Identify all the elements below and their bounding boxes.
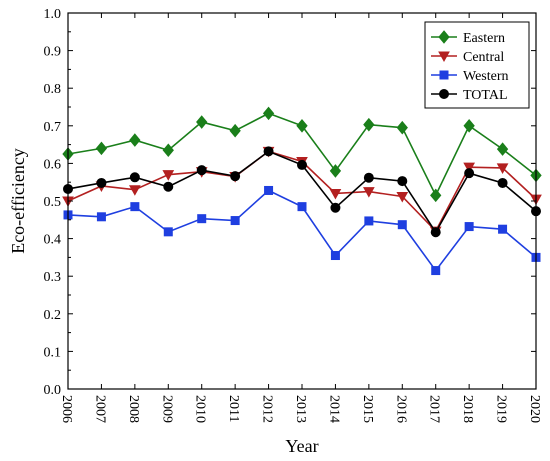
data-point-eastern — [196, 115, 208, 129]
data-point-total — [96, 177, 107, 188]
data-point-total — [464, 168, 475, 179]
data-point-western — [297, 202, 307, 212]
legend-marker-central — [438, 51, 450, 63]
legend-label-central: Central — [463, 50, 504, 65]
x-tick-label: 2015 — [360, 395, 375, 423]
data-point-central — [396, 191, 409, 203]
y-tick-label: 0.7 — [44, 120, 62, 135]
data-point-western — [330, 251, 340, 261]
data-point-eastern — [430, 188, 442, 203]
data-point-western — [498, 224, 508, 234]
y-tick-label: 0.8 — [44, 82, 62, 97]
data-point-western — [130, 202, 140, 212]
data-point-central — [496, 163, 509, 174]
x-tick-label: 2007 — [92, 395, 107, 423]
data-point-central — [329, 188, 342, 200]
x-tick-label: 2017 — [427, 395, 442, 423]
data-point-western — [230, 216, 240, 226]
data-point-eastern — [95, 141, 108, 156]
data-point-eastern — [396, 120, 408, 135]
data-point-western — [96, 212, 106, 222]
legend-marker-eastern — [438, 30, 450, 44]
data-point-total — [163, 181, 174, 192]
legend-label-western: Western — [463, 69, 509, 84]
data-point-eastern — [329, 164, 342, 178]
data-point-western — [197, 214, 207, 224]
y-tick-label: 0.9 — [44, 45, 62, 60]
y-tick-label: 1.0 — [44, 7, 62, 22]
x-tick-label: 2006 — [59, 395, 74, 423]
data-point-total — [230, 171, 241, 182]
y-tick-label: 0.2 — [44, 308, 62, 323]
data-point-central — [463, 162, 475, 174]
data-point-total — [330, 202, 341, 213]
y-tick-label: 0.4 — [44, 233, 62, 248]
y-axis-title: Eco-efficiency — [8, 148, 28, 254]
plot-area — [62, 106, 542, 276]
legend-label-total: TOTAL — [463, 88, 508, 103]
data-point-western — [431, 266, 441, 276]
data-point-western — [163, 227, 173, 237]
data-point-eastern — [296, 119, 308, 133]
data-point-total — [497, 177, 508, 188]
x-tick-label: 2012 — [260, 395, 275, 423]
x-tick-label: 2010 — [193, 395, 208, 423]
data-point-total — [196, 165, 207, 176]
data-point-total — [263, 146, 274, 157]
y-tick-label: 0.6 — [44, 157, 62, 172]
data-point-total — [297, 159, 307, 170]
legend-entry-total: TOTAL — [431, 88, 508, 103]
legend-label-eastern: Eastern — [463, 31, 505, 46]
x-tick-label: 2009 — [159, 395, 174, 423]
data-point-central — [363, 187, 375, 198]
x-tick-label: 2011 — [226, 395, 241, 422]
data-point-eastern — [162, 143, 174, 158]
series-eastern — [62, 106, 542, 203]
legend-entry-western: Western — [431, 69, 509, 84]
legend-entry-central: Central — [431, 50, 504, 65]
legend-entry-eastern: Eastern — [431, 30, 505, 46]
data-point-eastern — [363, 117, 375, 132]
data-point-eastern — [129, 133, 141, 147]
x-tick-label: 2016 — [393, 395, 408, 423]
data-point-eastern — [262, 106, 275, 121]
series-western — [63, 185, 541, 276]
x-tick-label: 2020 — [527, 395, 542, 423]
y-tick-label: 0.3 — [44, 270, 62, 285]
x-tick-label: 2013 — [293, 395, 308, 423]
legend: Eastern Central Western TOTAL — [424, 21, 530, 109]
data-point-total — [397, 176, 408, 187]
y-tick-label: 0.0 — [44, 383, 62, 398]
data-point-total — [430, 227, 441, 238]
axes: 0.0 0.1 0.2 0.3 0.4 0.5 0.6 0.7 0.8 0.9 1.0 2006 200… — [44, 7, 543, 423]
data-point-western — [464, 222, 474, 232]
x-tick-label: 2008 — [126, 395, 141, 423]
data-point-eastern — [229, 123, 241, 138]
data-point-total — [363, 172, 374, 183]
data-point-western — [364, 216, 374, 226]
data-point-eastern — [496, 142, 509, 156]
y-tick-label: 0.5 — [44, 195, 62, 210]
data-point-central — [162, 170, 175, 181]
legend-marker-total — [439, 89, 449, 99]
x-tick-label: 2019 — [494, 395, 509, 423]
data-point-total — [129, 172, 140, 183]
x-tick-label: 2018 — [460, 395, 475, 423]
data-point-central — [129, 185, 141, 196]
y-tick-label: 0.1 — [44, 345, 62, 360]
x-tick-label: 2014 — [326, 395, 341, 423]
data-point-western — [397, 220, 407, 230]
legend-marker-western — [439, 70, 449, 80]
data-point-western — [264, 185, 274, 195]
x-axis-title: Year — [285, 436, 318, 456]
data-point-eastern — [463, 119, 475, 133]
